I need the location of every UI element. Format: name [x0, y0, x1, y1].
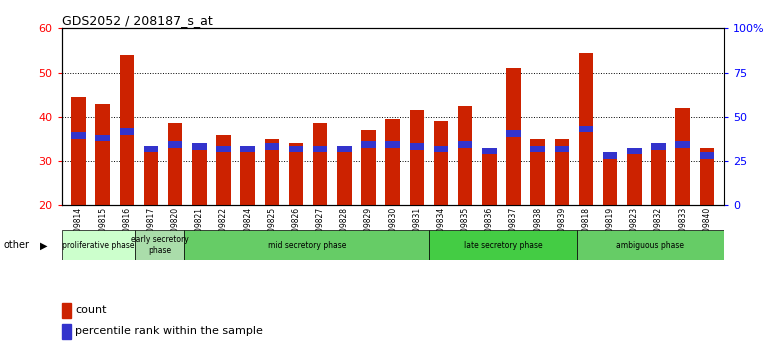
Bar [627, 148, 641, 154]
Bar [119, 128, 134, 135]
Bar [337, 145, 352, 152]
Text: ambiguous phase: ambiguous phase [616, 241, 685, 250]
Text: other: other [4, 240, 30, 250]
Bar [458, 141, 473, 148]
Bar [700, 148, 714, 205]
Text: late secretory phase: late secretory phase [464, 241, 542, 250]
Bar [361, 141, 376, 148]
Bar [72, 97, 85, 205]
Text: GDS2052 / 208187_s_at: GDS2052 / 208187_s_at [62, 14, 213, 27]
Bar [361, 130, 376, 205]
Bar [240, 145, 255, 205]
Bar [62, 230, 136, 260]
Bar [507, 130, 521, 137]
Bar [72, 132, 85, 139]
Bar [95, 135, 110, 141]
Bar [627, 152, 641, 205]
Bar [430, 230, 577, 260]
Bar [603, 159, 618, 205]
Bar [62, 303, 71, 318]
Bar [62, 324, 71, 339]
Bar [434, 145, 448, 152]
Text: ▶: ▶ [40, 240, 48, 250]
Bar [216, 145, 231, 152]
Bar [192, 145, 206, 205]
Bar [119, 55, 134, 205]
Bar [531, 139, 545, 205]
Text: proliferative phase: proliferative phase [62, 241, 135, 250]
Bar [651, 143, 666, 150]
Bar [700, 152, 714, 159]
Bar [289, 145, 303, 152]
Bar [337, 148, 352, 205]
Bar [603, 152, 618, 159]
Bar [240, 145, 255, 152]
Bar [95, 104, 110, 205]
Bar [675, 108, 690, 205]
Bar [482, 148, 497, 154]
Bar [265, 143, 279, 150]
Text: mid secretory phase: mid secretory phase [268, 241, 346, 250]
Bar [651, 148, 666, 205]
Bar [289, 143, 303, 205]
Bar [458, 106, 473, 205]
Bar [577, 230, 724, 260]
Bar [531, 145, 545, 152]
Bar [386, 119, 400, 205]
Bar [168, 141, 182, 148]
Bar [265, 139, 279, 205]
Text: count: count [75, 305, 106, 315]
Bar [579, 126, 594, 132]
Text: early secretory
phase: early secretory phase [131, 235, 189, 255]
Bar [216, 135, 231, 205]
Bar [386, 141, 400, 148]
Bar [168, 124, 182, 205]
Bar [144, 145, 159, 152]
Text: percentile rank within the sample: percentile rank within the sample [75, 326, 263, 336]
Bar [184, 230, 430, 260]
Bar [192, 143, 206, 150]
Bar [554, 139, 569, 205]
Bar [313, 124, 327, 205]
Bar [410, 110, 424, 205]
Bar [579, 53, 594, 205]
Bar [434, 121, 448, 205]
Bar [675, 141, 690, 148]
Bar [410, 143, 424, 150]
Bar [482, 152, 497, 205]
Bar [313, 145, 327, 152]
Bar [136, 230, 184, 260]
Bar [554, 145, 569, 152]
Bar [144, 145, 159, 205]
Bar [507, 68, 521, 205]
